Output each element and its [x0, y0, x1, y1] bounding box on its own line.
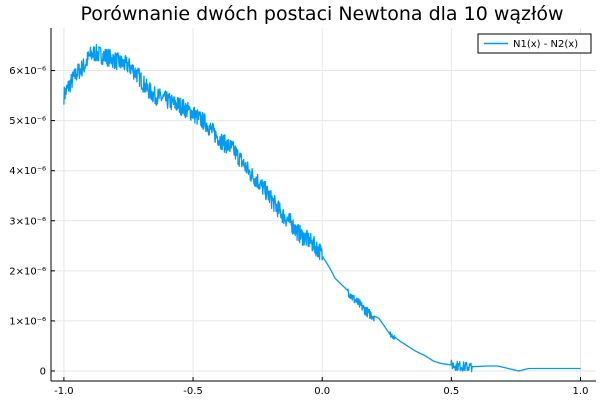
- legend: N1(x) - N2(x): [477, 33, 592, 54]
- axes: [50, 28, 596, 382]
- legend-label: N1(x) - N2(x): [513, 39, 578, 50]
- y-tick-label: 1×10⁻⁶: [9, 316, 46, 327]
- y-tick-label: 3×10⁻⁶: [9, 216, 46, 227]
- x-tick-label: 0.5: [443, 386, 459, 397]
- y-tick-label: 6×10⁻⁶: [9, 66, 46, 77]
- y-tick-label: 2×10⁻⁶: [9, 266, 46, 277]
- series-line: [63, 43, 581, 373]
- series-layer: [63, 43, 581, 373]
- y-tick-label: 5×10⁻⁶: [9, 116, 46, 127]
- chart-title: Porównanie dwóch postaci Newtona dla 10 …: [80, 3, 563, 25]
- y-tick-label: 4×10⁻⁶: [9, 166, 46, 177]
- x-tick-label: 1.0: [573, 386, 589, 397]
- legend-box: [477, 33, 592, 54]
- grid: [51, 28, 596, 381]
- x-tick-label: 0.0: [314, 386, 330, 397]
- x-tick-label: -0.5: [183, 386, 203, 397]
- tick-labels: -1.0 -0.5 0.0 0.5 1.0 0 1×10⁻⁶ 2×10⁻⁶ 3×10⁻⁶ 4×10…: [9, 66, 588, 397]
- x-tick-label: -1.0: [54, 386, 74, 397]
- y-tick-label: 0: [40, 366, 46, 377]
